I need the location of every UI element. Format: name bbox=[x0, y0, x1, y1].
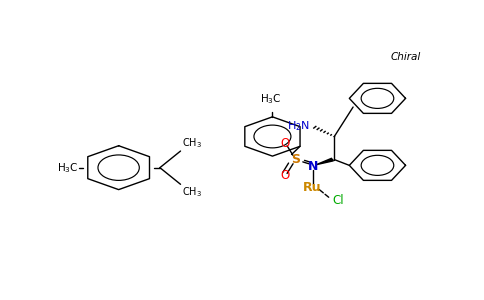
Text: Chiral: Chiral bbox=[391, 52, 421, 62]
Text: Cl: Cl bbox=[333, 194, 344, 206]
Text: Ru: Ru bbox=[303, 181, 322, 194]
Text: O: O bbox=[280, 169, 289, 182]
Text: CH$_3$: CH$_3$ bbox=[182, 185, 202, 199]
Text: O: O bbox=[280, 137, 289, 150]
Text: S: S bbox=[291, 153, 301, 166]
Text: N: N bbox=[307, 160, 318, 173]
Text: H$_2$N: H$_2$N bbox=[287, 119, 310, 133]
Text: H$_3$C: H$_3$C bbox=[260, 92, 281, 106]
Text: CH$_3$: CH$_3$ bbox=[182, 136, 202, 150]
Text: H$_3$C: H$_3$C bbox=[57, 161, 79, 175]
Polygon shape bbox=[317, 158, 333, 165]
